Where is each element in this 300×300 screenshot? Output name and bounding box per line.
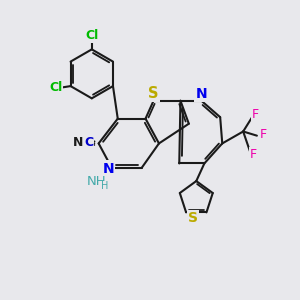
Text: S: S <box>188 211 198 225</box>
Text: N: N <box>196 87 207 100</box>
Text: Cl: Cl <box>49 81 62 94</box>
Text: S: S <box>148 86 159 101</box>
Text: Cl: Cl <box>85 29 98 42</box>
Text: C: C <box>84 136 93 149</box>
Text: F: F <box>259 128 266 141</box>
Text: N: N <box>102 161 114 176</box>
Text: NH: NH <box>87 175 106 188</box>
Text: F: F <box>250 148 257 161</box>
Text: F: F <box>252 108 259 121</box>
Text: N: N <box>73 136 83 148</box>
Text: H: H <box>100 181 108 191</box>
